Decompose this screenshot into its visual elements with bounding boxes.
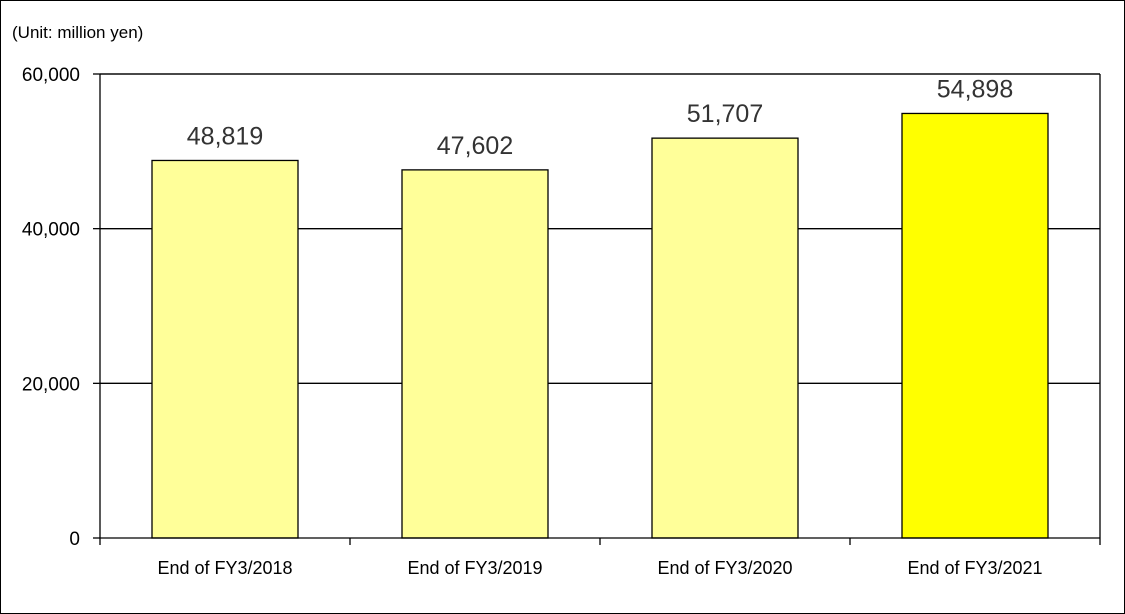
x-tick-label-4: End of FY3/2021: [907, 558, 1042, 578]
data-label-1: 48,819: [187, 122, 263, 150]
bar-2: [401, 169, 549, 539]
bar-3: [651, 137, 799, 539]
data-label-2: 47,602: [437, 132, 513, 160]
x-tick-label-1: End of FY3/2018: [157, 558, 292, 578]
bar-4: [901, 112, 1049, 539]
axes: [93, 73, 1101, 545]
x-tick-label-2: End of FY3/2019: [407, 558, 542, 578]
data-label-4: 54,898: [937, 75, 1013, 103]
y-tick-label: 40,000: [22, 220, 80, 241]
labels: 0 20,000 40,000 60,000 48,819 End of FY3/2018…: [22, 65, 1043, 578]
bars: [151, 112, 1049, 539]
y-tick-label: 60,000: [22, 65, 80, 86]
x-tick-label-3: End of FY3/2020: [657, 558, 792, 578]
y-tick-label: 0: [69, 529, 80, 550]
data-label-3: 51,707: [687, 100, 763, 128]
y-tick-label: 20,000: [22, 374, 80, 395]
bar-1: [151, 159, 299, 539]
unit-label: (Unit: million yen): [12, 23, 143, 42]
